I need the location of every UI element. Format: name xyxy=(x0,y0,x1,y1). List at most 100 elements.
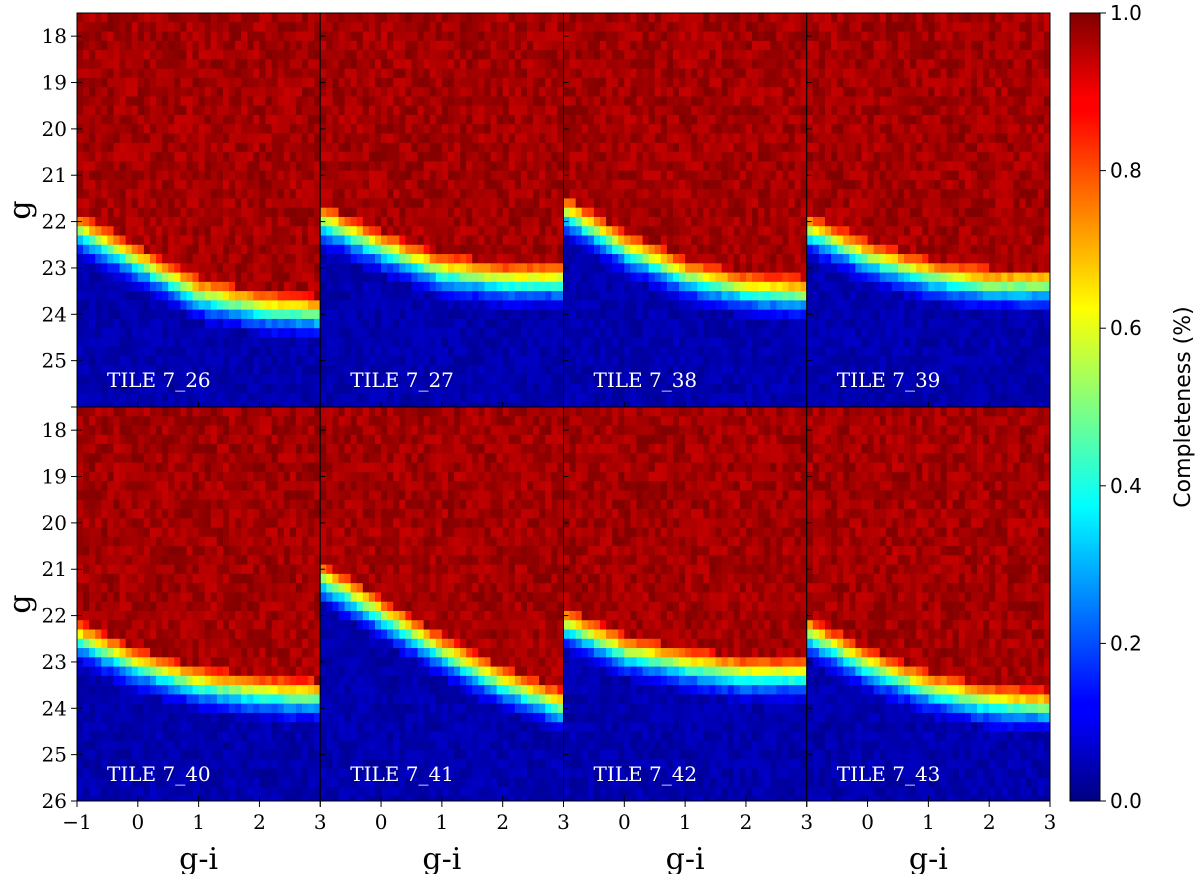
heatmap-cell xyxy=(235,281,242,292)
heatmap-cell xyxy=(344,96,352,107)
heatmap-cell xyxy=(119,281,127,292)
heatmap-cell xyxy=(162,189,169,200)
heatmap-cell xyxy=(174,170,181,181)
heatmap-cell xyxy=(277,207,285,218)
heatmap-cell xyxy=(429,152,437,162)
heatmap-cell xyxy=(265,402,273,407)
heatmap-cell xyxy=(721,254,729,264)
heatmap-cell xyxy=(235,235,242,246)
heatmap-cell xyxy=(320,281,327,292)
heatmap-cell xyxy=(733,383,741,394)
heatmap-cell xyxy=(387,374,394,385)
heatmap-cell xyxy=(95,22,102,33)
heatmap-cell xyxy=(545,40,552,51)
heatmap-cell xyxy=(344,152,352,162)
heatmap-cell xyxy=(490,50,498,60)
heatmap-cell xyxy=(630,207,638,218)
heatmap-cell xyxy=(648,356,656,366)
heatmap-cell xyxy=(709,300,717,311)
heatmap-cell xyxy=(527,207,534,218)
heatmap-cell xyxy=(320,142,327,153)
heatmap-cell xyxy=(302,393,309,403)
heatmap-cell xyxy=(259,170,267,181)
heatmap-cell xyxy=(83,13,90,23)
heatmap-cell xyxy=(423,318,431,329)
heatmap-cell xyxy=(539,365,546,376)
heatmap-cell xyxy=(545,356,552,366)
heatmap-cell xyxy=(332,179,340,190)
heatmap-cell xyxy=(569,328,577,339)
heatmap-cell xyxy=(374,356,382,366)
heatmap-cell xyxy=(204,402,212,407)
heatmap-cell xyxy=(101,374,109,385)
heatmap-cell xyxy=(271,170,279,181)
heatmap-cell xyxy=(405,244,413,255)
heatmap-cell xyxy=(618,59,625,70)
heatmap-cell xyxy=(137,318,145,329)
heatmap-cell xyxy=(441,40,449,51)
heatmap-cell xyxy=(697,216,704,227)
heatmap-cell xyxy=(484,226,492,237)
heatmap-cell xyxy=(679,189,686,200)
heatmap-cell xyxy=(125,374,133,385)
heatmap-cell xyxy=(302,68,309,79)
heatmap-cell xyxy=(119,152,127,162)
heatmap-cell xyxy=(125,105,133,116)
heatmap-cell xyxy=(113,383,121,394)
heatmap-cell xyxy=(308,22,315,33)
heatmap-cell xyxy=(405,263,413,274)
heatmap-cell xyxy=(441,198,449,209)
heatmap-cell xyxy=(113,124,121,135)
heatmap-cell xyxy=(411,328,419,339)
heatmap-cell xyxy=(429,216,437,227)
heatmap-cell xyxy=(368,263,376,274)
heatmap-cell xyxy=(581,281,589,292)
heatmap-cell xyxy=(125,402,133,407)
heatmap-cell xyxy=(672,68,680,79)
heatmap-cell xyxy=(551,402,559,407)
heatmap-cell xyxy=(113,40,121,51)
heatmap-cell xyxy=(478,124,486,135)
heatmap-cell xyxy=(399,216,406,227)
heatmap-cell xyxy=(672,226,680,237)
heatmap-cell xyxy=(648,161,656,172)
heatmap-cell xyxy=(563,244,571,255)
heatmap-cell xyxy=(131,77,139,88)
heatmap-cell xyxy=(593,328,601,339)
heatmap-cell xyxy=(368,96,376,107)
heatmap-cell xyxy=(387,300,394,311)
heatmap-cell xyxy=(83,161,90,172)
heatmap-cell xyxy=(666,216,674,227)
heatmap-cell xyxy=(715,393,723,403)
heatmap-cell xyxy=(362,59,370,70)
heatmap-cell xyxy=(107,198,115,209)
heatmap-cell xyxy=(612,254,619,264)
heatmap-cell xyxy=(368,235,376,246)
heatmap-cell xyxy=(478,22,486,33)
heatmap-cell xyxy=(143,235,151,246)
heatmap-cell xyxy=(618,300,625,311)
heatmap-cell xyxy=(654,105,662,116)
heatmap-cell xyxy=(356,133,364,144)
heatmap-cell xyxy=(502,383,510,394)
heatmap-cell xyxy=(575,226,583,237)
heatmap-cell xyxy=(344,254,352,264)
heatmap-cell xyxy=(715,254,723,264)
heatmap-cell xyxy=(289,374,297,385)
heatmap-cell xyxy=(630,31,638,42)
heatmap-cell xyxy=(338,309,346,320)
heatmap-cell xyxy=(703,365,711,376)
heatmap-cell xyxy=(715,244,723,255)
heatmap-cell xyxy=(593,309,601,320)
heatmap-cell xyxy=(569,22,577,33)
heatmap-cell xyxy=(326,198,334,209)
heatmap-cell xyxy=(758,13,765,23)
heatmap-cell xyxy=(308,393,315,403)
heatmap-cell xyxy=(332,291,340,301)
heatmap-cell xyxy=(496,263,504,274)
heatmap-cell xyxy=(277,59,285,70)
heatmap-cell xyxy=(113,318,121,329)
heatmap-cell xyxy=(745,235,753,246)
heatmap-cell xyxy=(460,235,467,246)
heatmap-cell xyxy=(295,244,303,255)
